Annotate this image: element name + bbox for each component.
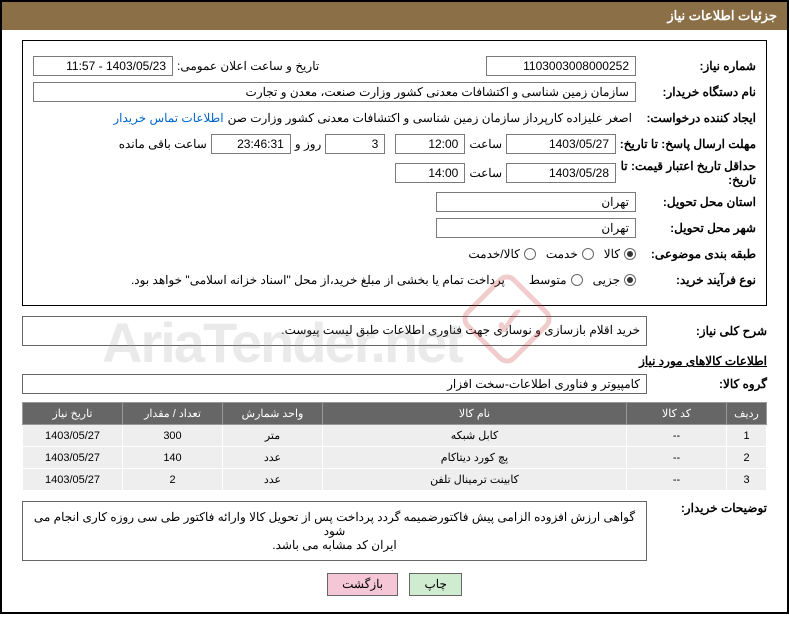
requester-label: ایجاد کننده درخواست: bbox=[636, 111, 756, 125]
goods-table: ردیف کد کالا نام کالا واحد شمارش تعداد /… bbox=[22, 402, 767, 491]
city-label: شهر محل تحویل: bbox=[636, 221, 756, 235]
announce-label: تاریخ و ساعت اعلان عمومی: bbox=[173, 57, 323, 75]
table-header-row: ردیف کد کالا نام کالا واحد شمارش تعداد /… bbox=[23, 403, 767, 425]
details-box: شماره نیاز: 1103003008000252 تاریخ و ساع… bbox=[22, 40, 767, 306]
table-cell: 1 bbox=[727, 425, 767, 447]
category-label: طبقه بندی موضوعی: bbox=[636, 247, 756, 261]
need-no-value: 1103003008000252 bbox=[486, 56, 636, 76]
validity-label: حداقل تاریخ اعتبار قیمت: تا تاریخ: bbox=[616, 159, 756, 187]
print-button[interactable]: چاپ bbox=[409, 573, 461, 596]
row-category: طبقه بندی موضوعی: کالا خدمت کالا/خدمت bbox=[33, 243, 756, 265]
general-desc-box: خرید اقلام بازسازی و نوسازی جهت فناوری ا… bbox=[22, 316, 647, 346]
row-deadline: مهلت ارسال پاسخ: تا تاریخ: 1403/05/27 سا… bbox=[33, 133, 756, 155]
table-cell: 1403/05/27 bbox=[23, 447, 123, 469]
buyer-org-value: سازمان زمین شناسی و اکتشافات معدنی کشور … bbox=[33, 82, 636, 102]
general-desc-label: شرح کلی نیاز: bbox=[647, 324, 767, 338]
content-area: شماره نیاز: 1103003008000252 تاریخ و ساع… bbox=[2, 30, 787, 612]
row-validity: حداقل تاریخ اعتبار قیمت: تا تاریخ: 1403/… bbox=[33, 159, 756, 187]
table-row: 2--پچ کورد دیتاکامعدد1401403/05/27 bbox=[23, 447, 767, 469]
th-date: تاریخ نیاز bbox=[23, 403, 123, 425]
table-cell: عدد bbox=[223, 447, 323, 469]
row-province: استان محل تحویل: تهران bbox=[33, 191, 756, 213]
time-label-1: ساعت bbox=[465, 135, 506, 153]
province-value: تهران bbox=[436, 192, 636, 212]
table-cell: 140 bbox=[123, 447, 223, 469]
panel-header: جزئیات اطلاعات نیاز bbox=[2, 2, 787, 30]
time-label-2: ساعت bbox=[465, 164, 506, 182]
announce-value: 1403/05/23 - 11:57 bbox=[33, 56, 173, 76]
button-row: چاپ بازگشت bbox=[22, 573, 767, 596]
radio-medium[interactable]: متوسط bbox=[529, 273, 583, 287]
table-body: 1--کابل شبکهمتر3001403/05/272--پچ کورد د… bbox=[23, 425, 767, 491]
table-cell: متر bbox=[223, 425, 323, 447]
th-unit: واحد شمارش bbox=[223, 403, 323, 425]
row-buyer-org: نام دستگاه خریدار: سازمان زمین شناسی و ا… bbox=[33, 81, 756, 103]
deadline-date: 1403/05/27 bbox=[506, 134, 616, 154]
row-process: نوع فرآیند خرید: جزیی متوسط پرداخت تمام … bbox=[33, 269, 756, 291]
validity-date: 1403/05/28 bbox=[506, 163, 616, 183]
row-general-desc: شرح کلی نیاز: خرید اقلام بازسازی و نوساز… bbox=[22, 316, 767, 346]
days-label: روز و bbox=[291, 135, 326, 153]
category-radios: کالا خدمت کالا/خدمت bbox=[468, 247, 636, 261]
table-cell: 1403/05/27 bbox=[23, 469, 123, 491]
table-cell: 2 bbox=[727, 447, 767, 469]
table-cell: -- bbox=[627, 469, 727, 491]
remain-label: ساعت باقی مانده bbox=[115, 135, 211, 153]
need-no-label: شماره نیاز: bbox=[636, 59, 756, 73]
table-cell: عدد bbox=[223, 469, 323, 491]
back-button[interactable]: بازگشت bbox=[327, 573, 398, 596]
row-buyer-notes: توضیحات خریدار: گواهی ارزش افزوده الزامی… bbox=[22, 501, 767, 561]
table-row: 1--کابل شبکهمتر3001403/05/27 bbox=[23, 425, 767, 447]
table-row: 3--کابینت ترمینال تلفنعدد21403/05/27 bbox=[23, 469, 767, 491]
radio-kala[interactable]: کالا bbox=[604, 247, 636, 261]
row-city: شهر محل تحویل: تهران bbox=[33, 217, 756, 239]
process-label: نوع فرآیند خرید: bbox=[636, 273, 756, 287]
buyer-notes-line2: ایران کد مشابه می باشد. bbox=[31, 538, 638, 552]
process-note: پرداخت تمام یا بخشی از مبلغ خرید،از محل … bbox=[127, 271, 509, 289]
buyer-notes-label: توضیحات خریدار: bbox=[647, 501, 767, 515]
row-requester: ایجاد کننده درخواست: اصغر علیزاده کارپرد… bbox=[33, 107, 756, 129]
th-qty: تعداد / مقدار bbox=[123, 403, 223, 425]
province-label: استان محل تحویل: bbox=[636, 195, 756, 209]
contact-link[interactable]: اطلاعات تماس خریدار bbox=[113, 111, 223, 125]
table-cell: پچ کورد دیتاکام bbox=[323, 447, 627, 469]
validity-time: 14:00 bbox=[395, 163, 465, 183]
city-value: تهران bbox=[436, 218, 636, 238]
table-cell: کابینت ترمینال تلفن bbox=[323, 469, 627, 491]
table-cell: -- bbox=[627, 425, 727, 447]
main-container: AriaTender.net جزئیات اطلاعات نیاز شماره… bbox=[0, 0, 789, 614]
requester-value: اصغر علیزاده کارپرداز سازمان زمین شناسی … bbox=[224, 109, 636, 127]
radio-khadamat[interactable]: خدمت bbox=[546, 247, 594, 261]
row-goods-group: گروه کالا: کامپیوتر و فناوری اطلاعات-سخت… bbox=[22, 374, 767, 394]
time-remain: 23:46:31 bbox=[211, 134, 291, 154]
th-name: نام کالا bbox=[323, 403, 627, 425]
radio-partial[interactable]: جزیی bbox=[593, 273, 636, 287]
deadline-time: 12:00 bbox=[395, 134, 465, 154]
buyer-notes-box: گواهی ارزش افزوده الزامی پیش فاکتورضمیمه… bbox=[22, 501, 647, 561]
table-cell: 3 bbox=[727, 469, 767, 491]
table-cell: -- bbox=[627, 447, 727, 469]
th-row: ردیف bbox=[727, 403, 767, 425]
table-cell: کابل شبکه bbox=[323, 425, 627, 447]
buyer-notes-line1: گواهی ارزش افزوده الزامی پیش فاکتورضمیمه… bbox=[31, 510, 638, 538]
buyer-org-label: نام دستگاه خریدار: bbox=[636, 85, 756, 99]
goods-info-heading: اطلاعات کالاهای مورد نیاز bbox=[22, 354, 767, 368]
row-need-no: شماره نیاز: 1103003008000252 تاریخ و ساع… bbox=[33, 55, 756, 77]
goods-group-label: گروه کالا: bbox=[647, 377, 767, 391]
table-cell: 300 bbox=[123, 425, 223, 447]
process-radios: جزیی متوسط bbox=[529, 273, 636, 287]
radio-both[interactable]: کالا/خدمت bbox=[468, 247, 535, 261]
table-cell: 1403/05/27 bbox=[23, 425, 123, 447]
th-code: کد کالا bbox=[627, 403, 727, 425]
table-cell: 2 bbox=[123, 469, 223, 491]
goods-group-value: کامپیوتر و فناوری اطلاعات-سخت افزار bbox=[22, 374, 647, 394]
deadline-label: مهلت ارسال پاسخ: تا تاریخ: bbox=[616, 137, 756, 151]
days-remain: 3 bbox=[325, 134, 385, 154]
